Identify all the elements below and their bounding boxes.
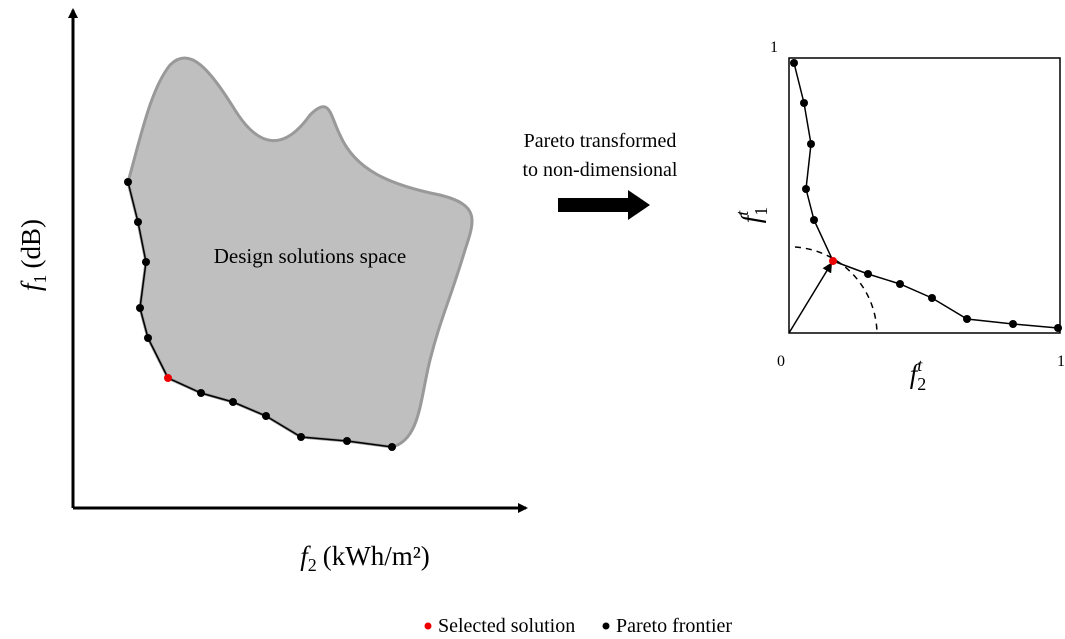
legend-label: Pareto frontier (616, 615, 732, 637)
pareto-line (793, 62, 1059, 329)
y-axis-label: f1(dB) (16, 219, 50, 291)
distance-arrow (788, 262, 833, 334)
legend-label: Selected solution (438, 615, 575, 637)
pareto-points (124, 178, 396, 451)
pareto-line (127, 181, 393, 448)
solution-space (126, 56, 474, 449)
y-axis-label: f1t (732, 207, 771, 224)
distance-arc (794, 246, 878, 334)
selected-point (164, 374, 172, 382)
x-axis-label: f2t (910, 355, 927, 394)
region-label: Design solutions space (214, 244, 406, 268)
y-max-label: 1 (770, 39, 778, 56)
legend-marker (424, 622, 432, 630)
selected-point (829, 257, 837, 265)
transform-arrow (558, 190, 650, 220)
x-axis-label: f2 (kWh/m²) (300, 541, 430, 575)
origin-label: 0 (777, 353, 785, 370)
transform-label: to non-dimensional (523, 159, 678, 181)
legend-marker (602, 622, 610, 630)
transform-label: Pareto transformed (524, 130, 677, 152)
unit-box (788, 57, 1061, 334)
pareto-points (790, 59, 1062, 332)
x-max-label: 1 (1057, 353, 1065, 370)
